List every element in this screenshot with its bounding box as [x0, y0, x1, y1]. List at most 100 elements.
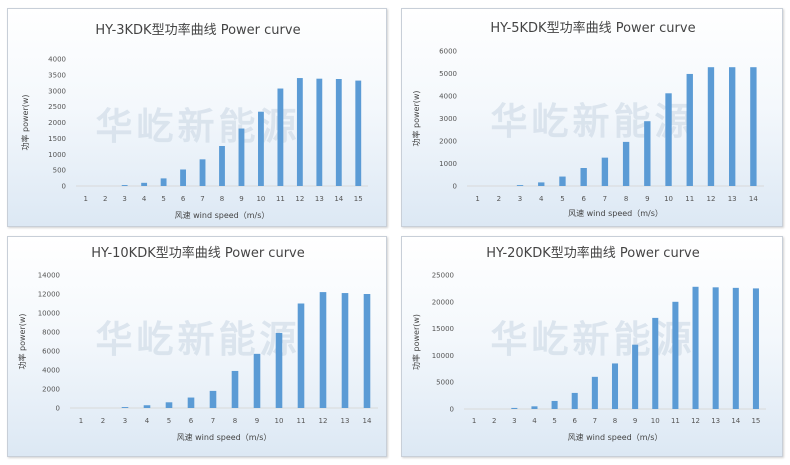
x-tick-label: 13 — [728, 195, 737, 203]
bar-15 — [355, 80, 362, 186]
y-tick-label: 5000 — [439, 70, 457, 78]
y-tick-label: 3000 — [48, 87, 66, 95]
bar-7 — [601, 157, 609, 186]
chart-svg-hy-3kdk: 华屹新能源 HY-3KDK型功率曲线 Power curve 0 500 1000 150… — [20, 22, 368, 220]
bar-4 — [141, 182, 148, 186]
x-axis-label: 风速 wind speed（m/s） — [175, 211, 270, 220]
bar-12 — [707, 67, 715, 186]
y-tick-label: 0 — [453, 183, 457, 191]
x-tick-label: 8 — [220, 195, 224, 203]
bar-4 — [143, 405, 151, 408]
x-tick-label: 9 — [239, 195, 243, 203]
x-tick-label: 1 — [83, 195, 87, 203]
x-tick-label: 10 — [256, 195, 265, 203]
y-tick-label: 4000 — [48, 56, 66, 64]
x-tick-label: 6 — [581, 195, 586, 203]
y-tick-label: 1000 — [48, 151, 66, 159]
bar-8 — [219, 145, 225, 186]
x-tick-label: 12 — [691, 417, 700, 425]
watermark-text: 华屹新能源 — [96, 105, 301, 148]
bar-6 — [187, 397, 195, 408]
bar-14 — [363, 294, 371, 408]
bar-10 — [258, 111, 264, 186]
bar-7 — [209, 390, 217, 408]
chart-svg-hy-20kdk: 华屹新能源 HY-20KDK型功率曲线 Power curve 0 5000 10000… — [411, 245, 766, 442]
y-tick-label: 0 — [56, 405, 60, 413]
bar-11 — [277, 88, 284, 186]
x-tick-label: 7 — [200, 195, 204, 203]
y-tick-label: 2500 — [48, 103, 66, 111]
x-tick-label: 2 — [492, 417, 496, 425]
bar-9 — [253, 353, 261, 408]
x-tick-label: 11 — [685, 195, 694, 203]
chart-title: HY-5KDK型功率曲线 Power curve — [490, 20, 695, 36]
bar-13 — [712, 287, 719, 409]
bar-5 — [551, 400, 558, 409]
y-tick-label: 1000 — [439, 160, 457, 168]
y-tick-label: 10000 — [432, 352, 454, 360]
x-tick-label: 6 — [181, 195, 186, 203]
bar-11 — [686, 73, 693, 186]
y-axis-label: 功率 power(w) — [17, 313, 27, 369]
bar-12 — [319, 292, 327, 408]
y-tick-label: 6000 — [439, 48, 457, 56]
watermark-text: 华屹新能源 — [491, 318, 696, 361]
x-tick-label: 13 — [315, 195, 324, 203]
x-tick-label: 11 — [671, 417, 680, 425]
x-tick-label: 11 — [297, 417, 306, 425]
x-tick-label: 10 — [651, 417, 660, 425]
bar-4 — [531, 406, 538, 409]
x-tick-label: 4 — [539, 195, 544, 203]
bar-13 — [341, 293, 349, 408]
x-tick-label: 9 — [633, 417, 637, 425]
x-axis-label: 风速 wind speed（m/s） — [568, 433, 663, 442]
x-tick-label: 8 — [613, 417, 617, 425]
x-tick-label: 3 — [512, 417, 516, 425]
watermark-text: 华屹新能源 — [491, 100, 696, 143]
x-tick-label: 2 — [103, 195, 107, 203]
x-tick-label: 7 — [593, 417, 597, 425]
chart-panel-hy-3kdk: 华屹新能源 HY-3KDK型功率曲线 Power curve 0 500 1000 150… — [7, 8, 387, 227]
x-tick-label: 4 — [532, 417, 537, 425]
chart-svg-hy-5kdk: 华屹新能源 HY-5KDK型功率曲线 Power curve 0 1000 2000 30… — [411, 20, 764, 218]
y-tick-label: 2000 — [439, 138, 457, 146]
y-tick-label: 20000 — [432, 298, 454, 306]
bar-3 — [121, 407, 129, 408]
x-tick-label: 10 — [664, 195, 673, 203]
y-axis-label: 功率 power(w) — [411, 90, 421, 146]
y-tick-label: 15000 — [432, 325, 454, 333]
chart-title: HY-3KDK型功率曲线 Power curve — [95, 22, 300, 38]
bar-12 — [692, 286, 699, 409]
y-tick-label: 14000 — [38, 272, 60, 280]
x-tick-label: 9 — [645, 195, 649, 203]
y-tick-label: 1500 — [48, 135, 66, 143]
bar-8 — [231, 370, 239, 408]
bar-8 — [622, 141, 630, 186]
x-tick-label: 15 — [751, 417, 760, 425]
x-tick-label: 1 — [79, 417, 83, 425]
x-tick-label: 14 — [749, 195, 758, 203]
chart-panel-hy-20kdk: 华屹新能源 HY-20KDK型功率曲线 Power curve 0 5000 10000… — [401, 236, 783, 457]
x-tick-label: 14 — [731, 417, 740, 425]
x-tick-label: 5 — [552, 417, 556, 425]
chart-svg-hy-10kdk: 华屹新能源 HY-10KDK型功率曲线 Power curve 0 2000 4000 6… — [17, 245, 378, 442]
x-tick-label: 1 — [472, 417, 476, 425]
bar-10 — [275, 332, 283, 408]
bar-6 — [180, 169, 186, 186]
x-tick-label: 7 — [211, 417, 215, 425]
y-tick-label: 8000 — [42, 329, 60, 337]
bar-6 — [580, 168, 587, 186]
y-tick-label: 0 — [450, 406, 454, 414]
x-tick-label: 12 — [707, 195, 716, 203]
y-tick-label: 2000 — [48, 119, 66, 127]
x-tick-label: 2 — [101, 417, 105, 425]
x-tick-label: 13 — [711, 417, 720, 425]
bar-5 — [559, 176, 566, 186]
chart-title: HY-20KDK型功率曲线 Power curve — [486, 245, 699, 261]
bar-3 — [516, 185, 524, 186]
bar-14 — [750, 67, 757, 186]
x-axis-label: 风速 wind speed（m/s） — [568, 209, 663, 218]
bar-14 — [732, 287, 739, 409]
x-tick-label: 8 — [624, 195, 628, 203]
